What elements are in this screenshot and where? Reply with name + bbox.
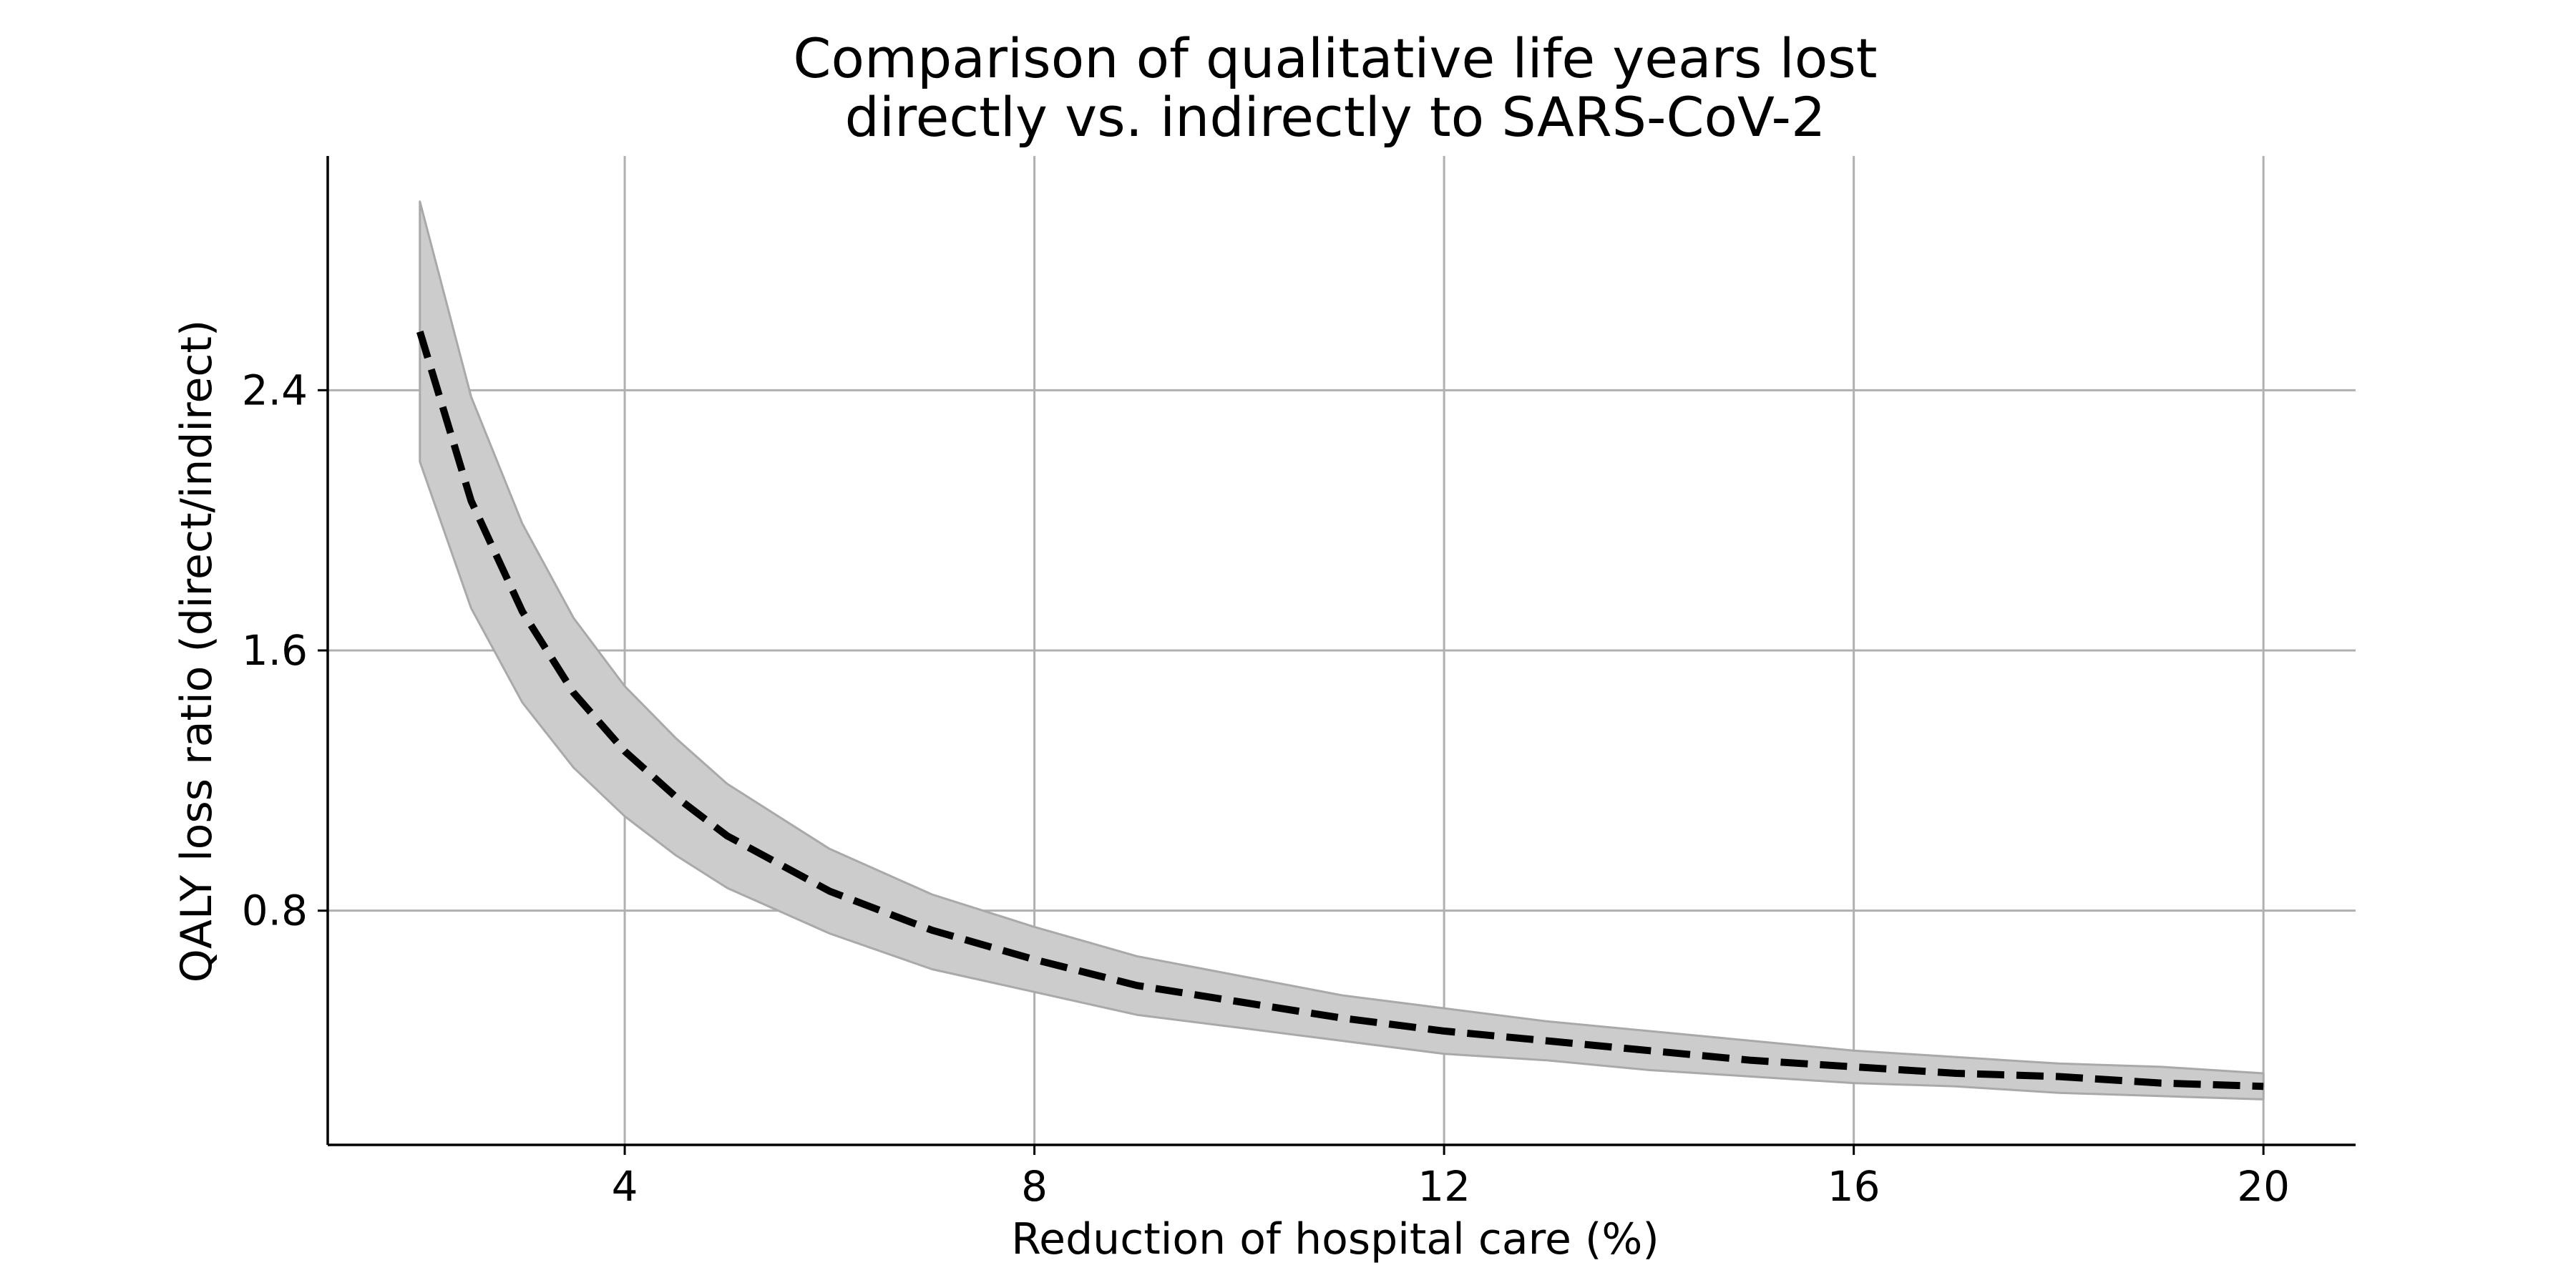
chart-title-line-2: directly vs. indirectly to SARS-CoV-2	[845, 85, 1826, 149]
x-tick-label-4: 4	[612, 1162, 638, 1211]
chart-title-line-1: Comparison of qualitative life years los…	[793, 26, 1877, 90]
y-tick-label-0.8: 0.8	[242, 887, 308, 935]
x-tick-label-16: 16	[1828, 1162, 1880, 1211]
ratio-line-0	[416, 331, 2264, 1091]
y-axis-label: QALY loss ratio (direct/indirect)	[172, 320, 222, 983]
confidence-band	[419, 200, 2265, 1101]
x-axis-label: Reduction of hospital care (%)	[1011, 1214, 1659, 1264]
y-tick-label-1.6: 1.6	[242, 626, 308, 675]
x-tick-label-20: 20	[2237, 1162, 2290, 1211]
ratio-line-layer	[416, 331, 2264, 1091]
axes	[318, 156, 2356, 1155]
y-tick-label-2.4: 2.4	[242, 366, 308, 414]
confidence-band-layer	[419, 200, 2265, 1101]
x-tick-label-8: 8	[1021, 1162, 1048, 1211]
tick-labels: 4 8 12 16 20 0.8 1.6 2.4	[242, 366, 2290, 1211]
gridlines	[328, 156, 2356, 1145]
x-tick-label-12: 12	[1418, 1162, 1470, 1211]
